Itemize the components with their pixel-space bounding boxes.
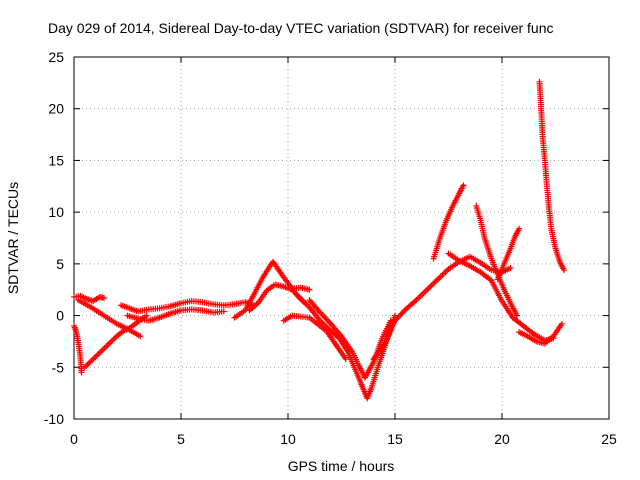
data-point (342, 356, 349, 363)
x-tick-label: 0 (70, 431, 78, 447)
data-point (513, 312, 520, 319)
series-track-g-noon-hump (231, 258, 313, 321)
data-point (220, 308, 227, 315)
x-tick-label: 10 (280, 431, 296, 447)
x-tick-label: 5 (177, 431, 185, 447)
data-series (71, 78, 568, 402)
data-point (460, 182, 467, 189)
series-track-m-evening-climb (430, 182, 467, 262)
x-tick-label: 25 (601, 431, 617, 447)
data-point (306, 286, 313, 293)
series-track-d-morning-decline (75, 297, 144, 340)
x-tick-label: 20 (494, 431, 510, 447)
data-point (516, 225, 523, 232)
chart-title: Day 029 of 2014, Sidereal Day-to-day VTE… (48, 20, 554, 36)
y-axis-label: SDTVAR / TECUs (5, 182, 21, 294)
y-tick-label: -10 (44, 411, 64, 427)
y-tick-label: 10 (48, 204, 64, 220)
y-tick-label: 5 (56, 256, 64, 272)
data-point (78, 369, 85, 376)
series-track-p-evening-rise (494, 225, 523, 283)
data-point (558, 320, 565, 327)
series-track-k-afternoon-scatter (280, 312, 349, 363)
data-point (137, 333, 144, 340)
data-point (561, 267, 568, 274)
y-tick-label: 15 (48, 152, 64, 168)
y-tick-label: 0 (56, 308, 64, 324)
y-tick-label: 20 (48, 101, 64, 117)
series-track-r-late-spike (536, 78, 568, 274)
series-track-q-late-evening-tail (516, 320, 565, 347)
data-point (304, 302, 311, 309)
x-axis-label: GPS time / hours (288, 458, 395, 474)
series-track-c-start-cluster (71, 292, 107, 305)
series-track-b-morning-rise (81, 312, 150, 371)
series-track-f-mid-morning-band (124, 306, 227, 324)
plot-frame (73, 56, 610, 420)
series-track-l-late-afternoon-recovery (370, 253, 514, 363)
series-track-o-evening-branch (473, 202, 520, 319)
data-point (507, 264, 514, 271)
x-tick-label: 15 (387, 431, 403, 447)
data-point (100, 294, 107, 301)
y-tick-label: -5 (52, 359, 65, 375)
grid-lines (74, 57, 609, 419)
series-track-j-afternoon-dip-upper (306, 297, 394, 381)
y-tick-label: 25 (48, 49, 64, 65)
series-track-a-early-descent (71, 322, 85, 376)
series-track-n-evening-fall (445, 250, 557, 344)
axis-ticks: 0 5 10 15 20 25 -10 -5 0 5 10 15 20 25 (44, 49, 617, 447)
